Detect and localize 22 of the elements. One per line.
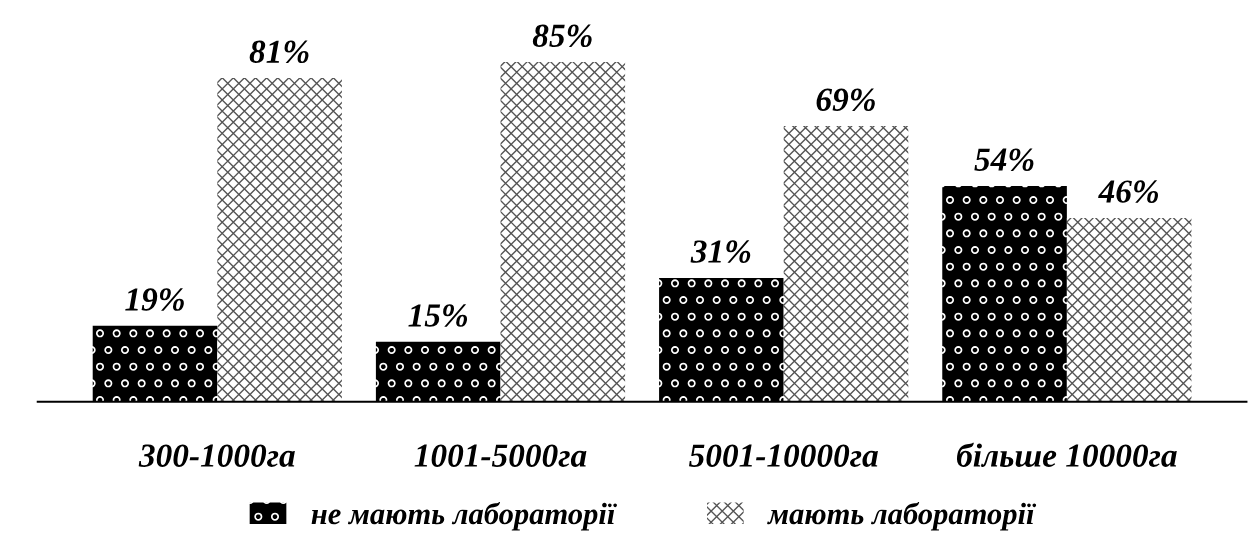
data-label: 15% bbox=[408, 304, 468, 327]
data-label: 85% bbox=[532, 24, 592, 48]
x-tick-label: 300-1000га bbox=[138, 444, 295, 467]
data-label: 31% bbox=[690, 240, 751, 263]
bar bbox=[500, 62, 626, 402]
bar bbox=[217, 78, 342, 402]
bar bbox=[783, 126, 909, 402]
data-label: 46% bbox=[1098, 180, 1159, 203]
bar bbox=[659, 277, 784, 402]
bar bbox=[375, 341, 501, 402]
data-label: 19% bbox=[125, 288, 184, 311]
x-tick-label: 5001-10000га bbox=[689, 444, 878, 467]
data-label: 69% bbox=[816, 88, 875, 112]
x-tick-label: більше 10000га bbox=[956, 442, 1177, 467]
legend-label: не мають лабораторії bbox=[311, 502, 617, 531]
data-label: 54% bbox=[974, 148, 1034, 171]
bar bbox=[1066, 217, 1192, 402]
legend-label: мають лабораторії bbox=[767, 502, 1037, 531]
data-label: 81% bbox=[249, 40, 309, 64]
bar bbox=[942, 185, 1067, 402]
bar bbox=[92, 325, 218, 402]
x-tick-label: 1001-5000га bbox=[414, 444, 587, 467]
